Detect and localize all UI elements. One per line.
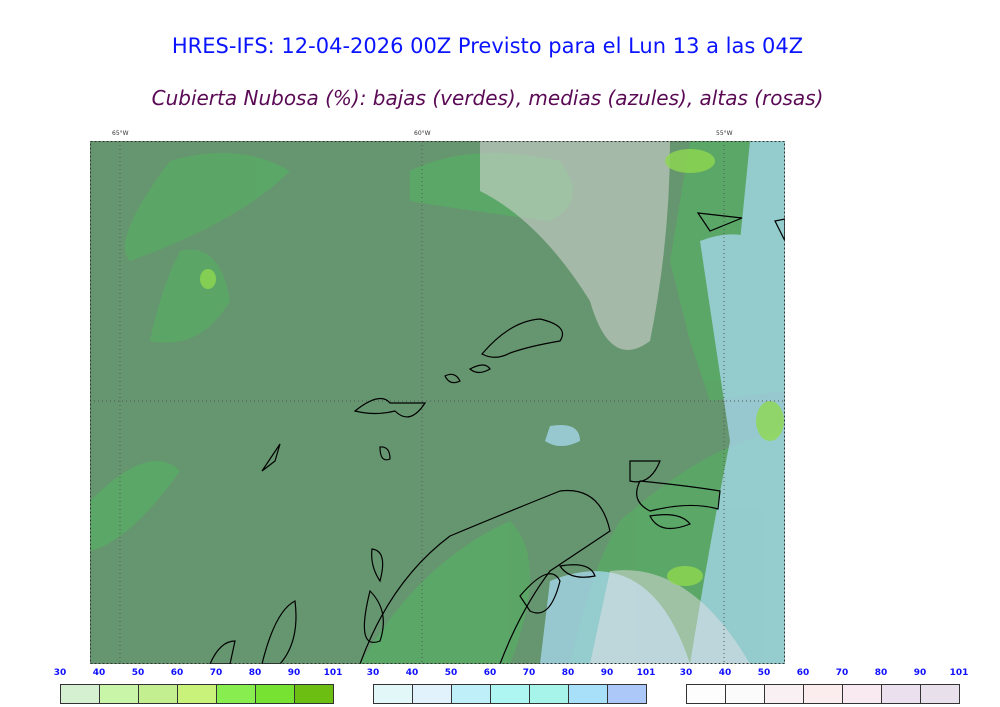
colorbar-swatch xyxy=(217,685,256,703)
colorbar-swatch xyxy=(452,685,491,703)
colorbar-tick: 30 xyxy=(679,668,693,678)
colorbar-tick: 40 xyxy=(718,668,732,678)
colorbar-tick: 70 xyxy=(209,668,223,678)
colorbar-tick: 60 xyxy=(483,668,497,678)
colorbar-swatch xyxy=(843,685,882,703)
colorbar-tick: 50 xyxy=(131,668,145,678)
colorbar-swatch xyxy=(491,685,530,703)
cloud-cover-map xyxy=(90,141,785,664)
colorbar-swatch xyxy=(921,685,959,703)
colorbar-swatch xyxy=(530,685,569,703)
colorbar-tick: 70 xyxy=(835,668,849,678)
colorbar-tick: 60 xyxy=(170,668,184,678)
colorbar-tick: 80 xyxy=(561,668,575,678)
colorbar-tick: 30 xyxy=(53,668,67,678)
colorbar-medias xyxy=(373,684,647,704)
coastlines xyxy=(209,212,785,664)
colorbar-swatch xyxy=(804,685,843,703)
gridline-label: 60°W xyxy=(414,130,431,137)
map-subtitle: Cubierta Nubosa (%): bajas (verdes), med… xyxy=(151,86,824,110)
colorbar-swatch xyxy=(882,685,921,703)
colorbar-swatch xyxy=(608,685,646,703)
high-cloud-areas xyxy=(480,141,750,664)
colorbar-tick: 101 xyxy=(949,668,969,678)
colorbar-tick: 60 xyxy=(796,668,810,678)
colorbar-swatch xyxy=(687,685,726,703)
colorbar-swatch xyxy=(374,685,413,703)
colorbar-swatch xyxy=(61,685,100,703)
colorbar-tick: 90 xyxy=(913,668,927,678)
colorbar-swatch xyxy=(726,685,765,703)
colorbar-swatch xyxy=(100,685,139,703)
colorbar-tick: 40 xyxy=(92,668,106,678)
colorbar-altas xyxy=(686,684,960,704)
gridline-label: 55°W xyxy=(716,130,733,137)
mid-cloud-areas xyxy=(540,141,785,664)
colorbar-tick: 80 xyxy=(874,668,888,678)
colorbar-tick: 101 xyxy=(323,668,343,678)
colorbar-swatch xyxy=(295,685,333,703)
colorbar-swatch xyxy=(178,685,217,703)
high-low-cloud-cores xyxy=(200,149,784,586)
colorbar-bajas xyxy=(60,684,334,704)
colorbar-swatch xyxy=(256,685,295,703)
colorbar-tick: 50 xyxy=(444,668,458,678)
colorbar-swatch xyxy=(413,685,452,703)
colorbar-tick: 90 xyxy=(600,668,614,678)
colorbar-swatch xyxy=(569,685,608,703)
gridline-label: 65°W xyxy=(112,130,129,137)
colorbar-swatch xyxy=(139,685,178,703)
colorbar-tick: 101 xyxy=(636,668,656,678)
colorbar-tick: 50 xyxy=(757,668,771,678)
map-title: HRES-IFS: 12-04-2026 00Z Previsto para e… xyxy=(171,34,804,58)
colorbar-tick: 90 xyxy=(287,668,301,678)
colorbar-swatch xyxy=(765,685,804,703)
colorbar-tick: 30 xyxy=(366,668,380,678)
colorbar-tick: 80 xyxy=(248,668,262,678)
colorbar-tick: 70 xyxy=(522,668,536,678)
colorbar-tick: 40 xyxy=(405,668,419,678)
